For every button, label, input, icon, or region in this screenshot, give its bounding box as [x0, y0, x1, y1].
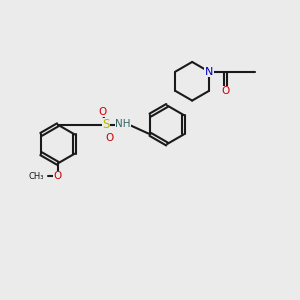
Text: CH₃: CH₃ — [28, 172, 44, 181]
Text: O: O — [221, 86, 230, 96]
Text: O: O — [98, 107, 106, 117]
Text: S: S — [102, 118, 110, 131]
Text: N: N — [205, 67, 213, 76]
Text: O: O — [106, 133, 114, 142]
Text: NH: NH — [115, 119, 131, 129]
Text: O: O — [54, 172, 62, 182]
